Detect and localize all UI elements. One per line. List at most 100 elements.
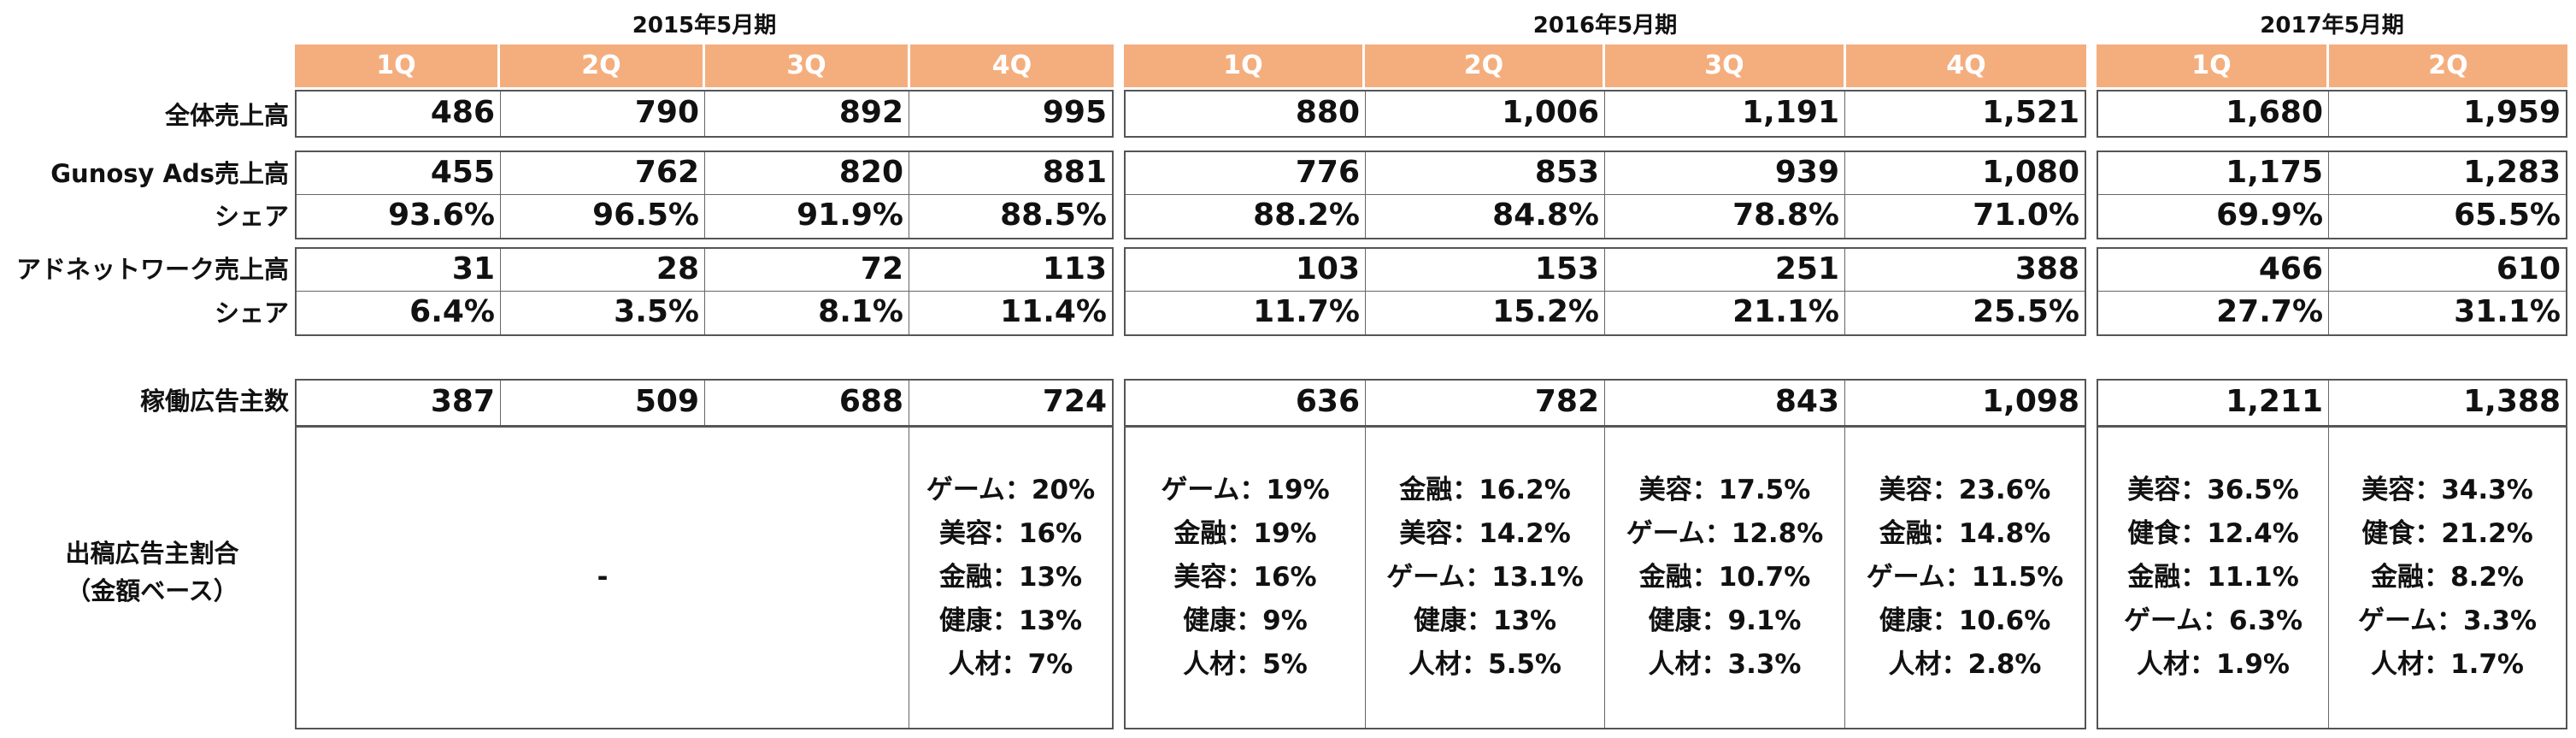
table-row-gunosy-share: 69.9% 65.5% — [2098, 195, 2566, 238]
advertiser-mix-line: 美容：36.5% — [2127, 475, 2299, 505]
table-block: 466 610 27.7% 31.1% — [2097, 247, 2567, 336]
table-cell: 1,959 — [2463, 95, 2561, 130]
table-cell: 881 — [1042, 155, 1107, 190]
table-cell: 1,098 — [1982, 384, 2079, 419]
advertiser-mix-fy2017: 美容：36.5% 健食：12.4% 金融：11.1% ゲーム：6.3% 人材：1.9% … — [2097, 426, 2567, 729]
table-block: 636 782 843 1,098 — [1124, 379, 2086, 427]
advertiser-mix-line: 人材：1.9% — [2137, 649, 2290, 680]
table-cell: 6.4% — [297, 292, 501, 334]
table-block: 387 509 688 724 — [295, 379, 1114, 427]
table-cell: 15.2% — [1366, 292, 1605, 334]
advertiser-mix-line: ゲーム：12.8% — [1626, 518, 1824, 549]
table-row-adnetwork-sales: 31 28 72 113 — [297, 249, 1112, 292]
table-cell: 388 — [2014, 251, 2079, 286]
advertiser-mix-line: 人材：2.8% — [1888, 649, 2042, 680]
table-cell: 1,388 — [2463, 384, 2561, 419]
table-cell: 251 — [1605, 249, 1845, 291]
table-cell: 843 — [1605, 381, 1845, 425]
advertiser-mix-line: 金融：11.1% — [2127, 562, 2299, 593]
table-row-total-sales: 1,680 1,959 — [2098, 92, 2566, 136]
table-row-active-advertisers: 636 782 843 1,098 — [1126, 381, 2085, 425]
table-cell: 939 — [1605, 152, 1845, 194]
table-cell: 3.5% — [501, 292, 705, 334]
table-block: 1,680 1,959 — [2097, 90, 2567, 138]
table-cell: 762 — [501, 152, 705, 194]
table-cell: 31.1% — [2454, 294, 2561, 329]
table-cell: 486 — [297, 92, 501, 136]
advertiser-mix-line: 人材：7% — [948, 649, 1073, 680]
table-cell: 995 — [1042, 95, 1107, 130]
table-cell: 78.8% — [1605, 195, 1845, 238]
row-label-total-sales: 全体売上高 — [164, 101, 289, 130]
table-row-adnetwork-sales: 466 610 — [2098, 249, 2566, 292]
advertiser-mix-line: ゲーム：3.3% — [2357, 605, 2538, 636]
table-cell: 790 — [501, 92, 705, 136]
table-cell: 724 — [1042, 384, 1107, 419]
advertiser-mix-line: 金融：8.2% — [2371, 562, 2524, 593]
advertiser-mix-line: 美容：23.6% — [1879, 475, 2051, 505]
table-cell: 93.6% — [297, 195, 501, 238]
table-cell: 96.5% — [501, 195, 705, 238]
quarter-header-cell: 3Q — [705, 44, 910, 87]
advertiser-mix-line: 健康：13% — [1413, 605, 1557, 636]
table-block: 31 28 72 113 6.4% 3.5% 8.1% 11.4% — [295, 247, 1114, 336]
row-label-gunosy-share: シェア — [214, 202, 289, 231]
table-cell: 1,006 — [1366, 92, 1605, 136]
table-block: 1,211 1,388 — [2097, 379, 2567, 427]
advertiser-mix-line: 金融：16.2% — [1399, 475, 1571, 505]
advertiser-mix-line: ゲーム：11.5% — [1866, 562, 2064, 593]
table-cell: 776 — [1126, 152, 1366, 194]
quarter-header-cell: 2Q — [500, 44, 705, 87]
table-cell: 610 — [2496, 251, 2561, 286]
advertiser-mix-cell: 美容：36.5% 健食：12.4% 金融：11.1% ゲーム：6.3% 人材：1.9% — [2098, 428, 2330, 728]
advertiser-mix-line: 人材：1.7% — [2371, 649, 2524, 680]
advertiser-mix-line: 美容：34.3% — [2361, 475, 2533, 505]
table-cell: 71.0% — [1973, 198, 2079, 233]
quarter-header-cell: 1Q — [1124, 44, 1365, 87]
table-row-total-sales: 880 1,006 1,191 1,521 — [1126, 92, 2085, 136]
advertiser-mix-cell: ゲーム：20% 美容：16% 金融：13% 健康：13% 人材：7% — [909, 428, 1112, 728]
row-label-adnetwork-sales: アドネットワーク売上高 — [15, 255, 289, 284]
advertiser-mix-fy2015: - ゲーム：20% 美容：16% 金融：13% 健康：13% 人材：7% — [295, 426, 1114, 729]
advertiser-mix-line: 金融：14.8% — [1879, 518, 2051, 549]
table-cell: 853 — [1366, 152, 1605, 194]
table-cell: 72 — [705, 249, 909, 291]
advertiser-mix-line: 美容：14.2% — [1399, 518, 1571, 549]
advertiser-mix-cell: ゲーム：19% 金融：19% 美容：16% 健康：9% 人材：5% — [1126, 428, 1366, 728]
table-cell: 11.7% — [1126, 292, 1366, 334]
advertiser-mix-line: 健康：10.6% — [1879, 605, 2051, 636]
period-title-fy2017: 2017年5月期 — [2260, 13, 2404, 38]
table-cell: 1,080 — [1982, 155, 2079, 190]
quarter-header-cell: 1Q — [295, 44, 500, 87]
quarter-header-cell: 4Q — [910, 44, 1114, 87]
row-label-gunosy-ads-sales: Gunosy Ads売上高 — [50, 159, 289, 188]
table-row-adnetwork-share: 11.7% 15.2% 21.1% 25.5% — [1126, 292, 2085, 334]
advertiser-mix-line: 金融：10.7% — [1638, 562, 1811, 593]
table-block: 103 153 251 388 11.7% 15.2% 21.1% 25.5% — [1124, 247, 2086, 336]
table-cell: 1,211 — [2098, 381, 2330, 425]
table-cell: 88.5% — [1000, 198, 1107, 233]
advertiser-mix-line: 美容：16% — [1173, 562, 1317, 593]
table-cell: 688 — [705, 381, 909, 425]
table-cell: 782 — [1366, 381, 1605, 425]
period-title-fy2016: 2016年5月期 — [1532, 13, 1678, 38]
advertiser-mix-cell: 金融：16.2% 美容：14.2% ゲーム：13.1% 健康：13% 人材：5.5% — [1366, 428, 1605, 728]
advertiser-mix-fy2015-1q-3q: - — [297, 428, 909, 728]
advertiser-mix-cell: 美容：17.5% ゲーム：12.8% 金融：10.7% 健康：9.1% 人材：3.3% — [1605, 428, 1845, 728]
table-cell: 509 — [501, 381, 705, 425]
table-row-gunosy-share: 88.2% 84.8% 78.8% 71.0% — [1126, 195, 2085, 238]
table-row-gunosy-ads-sales: 1,175 1,283 — [2098, 152, 2566, 195]
table-cell: 892 — [705, 92, 909, 136]
table-row-adnetwork-share: 6.4% 3.5% 8.1% 11.4% — [297, 292, 1112, 334]
table-cell: 8.1% — [705, 292, 909, 334]
table-row-adnetwork-share: 27.7% 31.1% — [2098, 292, 2566, 334]
advertiser-mix-cell: 美容：34.3% 健食：21.2% 金融：8.2% ゲーム：3.3% 人材：1.7% — [2329, 428, 2566, 728]
advertiser-mix-dash: - — [597, 562, 609, 593]
table-cell: 11.4% — [1000, 294, 1107, 329]
advertiser-mix-line: ゲーム：20% — [926, 475, 1096, 505]
advertiser-mix-line: 健康：9% — [1183, 605, 1308, 636]
table-cell: 455 — [297, 152, 501, 194]
table-cell: 880 — [1126, 92, 1366, 136]
advertiser-mix-line: ゲーム：13.1% — [1386, 562, 1584, 593]
advertiser-mix-line: 人材：5% — [1183, 649, 1308, 680]
